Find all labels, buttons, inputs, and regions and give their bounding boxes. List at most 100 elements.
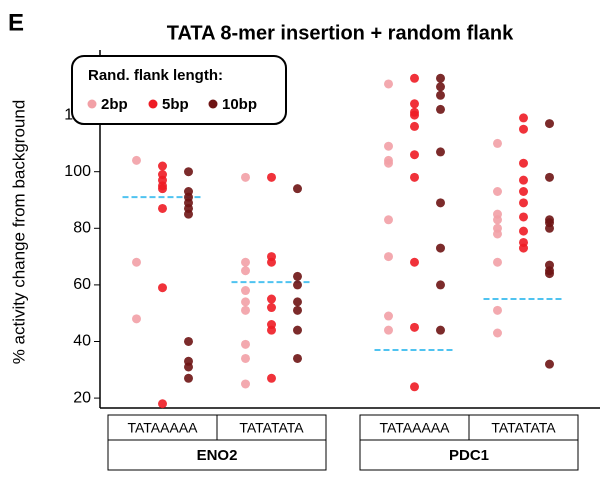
- dot: [436, 147, 445, 157]
- dot: [158, 283, 167, 293]
- category-box: [216, 414, 327, 441]
- dot: [519, 226, 528, 236]
- dot: [241, 339, 250, 349]
- dot: [410, 257, 419, 267]
- y-tick-label: 80: [73, 220, 91, 237]
- dot: [519, 198, 528, 208]
- dot: [545, 172, 554, 182]
- dot: [410, 99, 419, 109]
- dot: [493, 138, 502, 148]
- dot: [519, 158, 528, 168]
- x-tick-label: TATATATA: [491, 420, 556, 436]
- dot: [293, 297, 302, 307]
- panel-letter: E: [8, 9, 24, 36]
- dot: [436, 82, 445, 92]
- legend-marker: [208, 99, 218, 109]
- dot: [410, 121, 419, 131]
- dot: [241, 379, 250, 389]
- dot: [241, 286, 250, 296]
- dot: [410, 110, 419, 120]
- chart-title: TATA 8-mer insertion + random flank: [167, 22, 514, 44]
- category-box: [468, 414, 579, 441]
- dot: [293, 353, 302, 363]
- dot: [132, 314, 141, 324]
- dot: [132, 257, 141, 267]
- dot: [158, 161, 167, 171]
- dot: [267, 172, 276, 182]
- legend-title: Rand. flank length:: [88, 67, 223, 84]
- legend-label: 5bp: [162, 96, 189, 113]
- y-tick-label: 40: [73, 333, 91, 350]
- dot: [493, 328, 502, 338]
- dot: [158, 399, 167, 409]
- group-label: PDC1: [449, 447, 489, 464]
- dot: [267, 325, 276, 335]
- group-label: ENO2: [197, 447, 238, 464]
- legend-marker: [148, 99, 158, 109]
- dot: [184, 167, 193, 177]
- dot: [410, 150, 419, 160]
- dot: [267, 257, 276, 267]
- dot: [241, 353, 250, 363]
- dot: [519, 243, 528, 253]
- dot: [384, 158, 393, 168]
- dot: [293, 325, 302, 335]
- legend-marker: [87, 99, 97, 109]
- dot: [267, 303, 276, 313]
- dot: [410, 322, 419, 332]
- dot: [410, 382, 419, 392]
- x-tick-label: TATATATA: [239, 420, 304, 436]
- dot: [519, 212, 528, 222]
- dot: [184, 362, 193, 372]
- dot: [241, 297, 250, 307]
- dot: [267, 373, 276, 383]
- dot: [184, 336, 193, 346]
- dot: [267, 294, 276, 304]
- dot: [436, 325, 445, 335]
- dot: [184, 209, 193, 219]
- dot: [519, 124, 528, 134]
- dot: [493, 305, 502, 315]
- legend-label: 2bp: [101, 96, 128, 113]
- dot: [519, 187, 528, 197]
- dot: [545, 119, 554, 129]
- dot: [519, 113, 528, 123]
- dot: [293, 184, 302, 194]
- dot: [436, 243, 445, 253]
- dot: [241, 266, 250, 276]
- dot: [545, 269, 554, 279]
- dot: [293, 305, 302, 315]
- dot: [384, 325, 393, 335]
- dot: [384, 141, 393, 151]
- legend-label: 10bp: [222, 96, 257, 113]
- dot: [410, 172, 419, 182]
- dot: [436, 198, 445, 208]
- dot: [493, 257, 502, 267]
- dot: [158, 203, 167, 213]
- dot: [436, 280, 445, 290]
- dot: [436, 73, 445, 83]
- dot: [410, 73, 419, 83]
- dot: [241, 257, 250, 267]
- dot: [493, 229, 502, 239]
- x-tick-label: TATAAAAA: [379, 420, 450, 436]
- y-axis-label: % activity change from background: [9, 100, 28, 365]
- dot: [545, 223, 554, 233]
- y-tick-label: 100: [64, 163, 91, 180]
- dot: [241, 172, 250, 182]
- dot: [293, 280, 302, 290]
- dot: [241, 305, 250, 315]
- y-tick-label: 20: [73, 389, 91, 406]
- dot: [384, 252, 393, 262]
- legend-box: [71, 55, 287, 125]
- dot: [384, 79, 393, 89]
- dot: [158, 184, 167, 194]
- dot: [545, 359, 554, 369]
- dot: [493, 187, 502, 197]
- x-tick-label: TATAAAAA: [127, 420, 198, 436]
- dot: [493, 215, 502, 225]
- dot: [436, 104, 445, 114]
- dot: [519, 175, 528, 185]
- dot: [436, 90, 445, 100]
